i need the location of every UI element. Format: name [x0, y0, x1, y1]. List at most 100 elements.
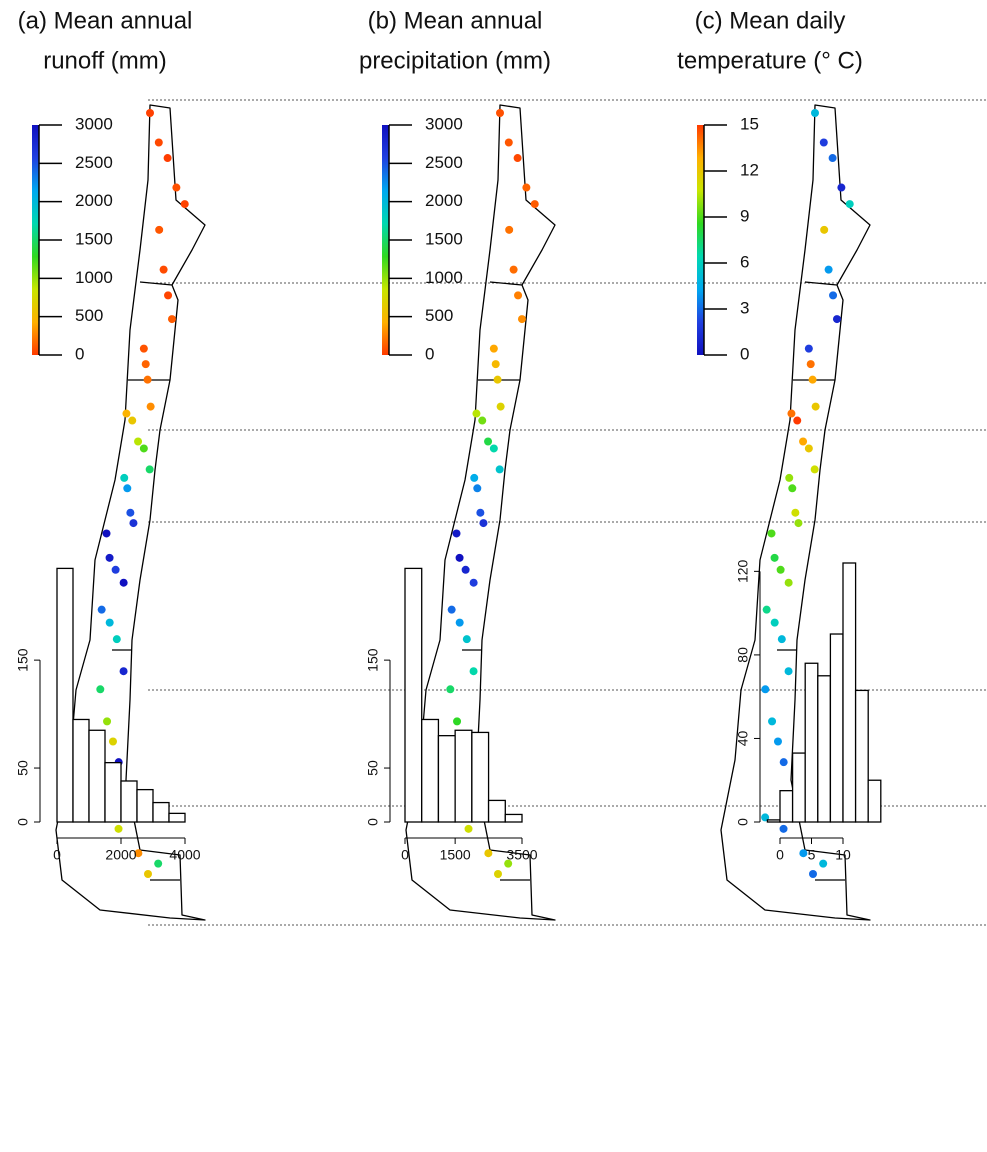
x-tick-label: 0: [401, 847, 409, 863]
station-point: [163, 154, 172, 163]
station-point: [767, 529, 776, 538]
station-point: [134, 437, 143, 446]
colorbar-tick-label: 1000: [425, 268, 463, 287]
station-point: [172, 183, 181, 192]
station-point: [146, 402, 155, 411]
station-point: [806, 360, 815, 369]
station-point: [804, 444, 813, 453]
x-tick-label: 3500: [506, 847, 537, 863]
station-point: [810, 465, 819, 474]
histogram-bar: [120, 780, 138, 823]
station-point: [119, 667, 128, 676]
station-point: [469, 578, 478, 587]
colorbar-tick-label: 12: [740, 160, 759, 179]
x-tick-label: 4000: [169, 847, 200, 863]
station-point: [146, 109, 154, 117]
histogram-bar: [454, 729, 473, 823]
station-point: [464, 824, 473, 833]
station-point: [145, 465, 154, 474]
station-point: [455, 553, 464, 562]
station-point: [819, 859, 828, 868]
station-point: [522, 183, 531, 192]
histogram-bar: [56, 567, 74, 823]
station-point: [129, 519, 138, 528]
histogram-bar: [791, 752, 806, 823]
station-point: [469, 667, 478, 676]
histogram-bar: [487, 799, 506, 823]
y-tick-label: 50: [365, 760, 381, 776]
histogram-bar: [88, 729, 106, 823]
station-point: [517, 315, 526, 324]
station-point: [144, 870, 152, 878]
histogram-bar: [867, 779, 882, 823]
panel-title: (b) Mean annual: [368, 7, 543, 34]
station-point: [111, 565, 120, 574]
station-point: [504, 138, 513, 147]
station-point: [491, 360, 500, 369]
histogram-bar: [471, 731, 490, 823]
panel-title: (a) Mean annual: [18, 7, 193, 34]
station-point: [493, 375, 502, 384]
station-point: [489, 444, 498, 453]
y-tick-label: 50: [15, 760, 31, 776]
x-tick-label: 0: [776, 847, 784, 863]
colorbar-tick-label: 1500: [75, 229, 113, 248]
colorbar-tick-label: 1500: [425, 229, 463, 248]
colorbar-tick-label: 2500: [75, 153, 113, 172]
station-point: [180, 200, 189, 209]
colorbar-tick-label: 1000: [75, 268, 113, 287]
station-point: [462, 635, 471, 644]
histogram-bar: [104, 761, 122, 823]
histogram-bar: [504, 813, 523, 823]
station-point: [470, 473, 479, 482]
station-point: [829, 291, 838, 300]
station-point: [159, 265, 168, 274]
station-point: [776, 565, 785, 574]
station-point: [119, 578, 128, 587]
histogram: 0 40 80 120 0 5 10: [735, 559, 882, 863]
station-point: [779, 758, 788, 767]
station-point: [447, 605, 456, 614]
y-tick-label: 40: [735, 730, 751, 746]
station-point: [762, 605, 771, 614]
colorbar-tick-label: 2500: [425, 153, 463, 172]
histogram-bar: [804, 662, 819, 823]
histogram-bar: [817, 675, 832, 823]
x-tick-label: 5: [808, 847, 816, 863]
station-point: [845, 200, 854, 209]
station-point: [105, 618, 114, 627]
station-point: [473, 484, 482, 493]
station-point: [478, 416, 487, 425]
station-point: [122, 409, 131, 418]
histogram-bar: [766, 819, 781, 823]
station-point: [123, 484, 132, 493]
panel-title: runoff (mm): [43, 47, 167, 74]
x-tick-label: 10: [835, 847, 851, 863]
station-point: [779, 824, 788, 833]
station-point: [102, 529, 111, 538]
station-point: [494, 870, 502, 878]
station-point: [799, 437, 808, 446]
station-point: [770, 618, 779, 627]
station-point: [811, 109, 819, 117]
station-point: [770, 553, 779, 562]
station-point: [788, 484, 797, 493]
colorbar-tick-label: 500: [425, 306, 453, 325]
colorbar-tick-label: 0: [425, 344, 434, 363]
y-tick-label: 0: [735, 818, 751, 826]
station-point: [167, 315, 176, 324]
station-point: [126, 508, 135, 517]
station-point: [793, 416, 802, 425]
station-point: [777, 635, 786, 644]
colorbar-tick-label: 0: [740, 344, 749, 363]
histogram-bar: [421, 718, 440, 823]
map-panel: (c) Mean daily temperature (° C) 0 3 6 9 12 15: [677, 7, 863, 878]
station-point: [799, 849, 808, 858]
station-point: [103, 717, 112, 726]
colorbar-tick-label: 6: [740, 252, 749, 271]
station-point: [513, 154, 522, 163]
colorbar: [32, 125, 39, 355]
